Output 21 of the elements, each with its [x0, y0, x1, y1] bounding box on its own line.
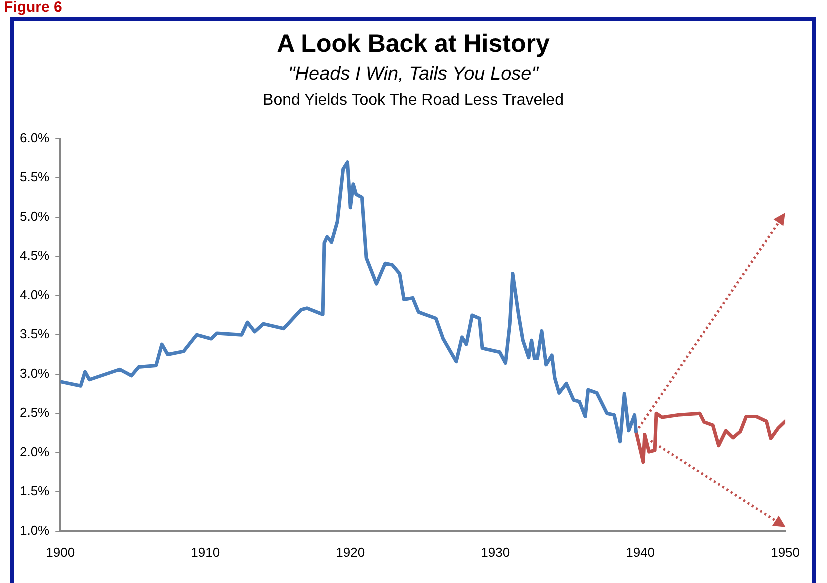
x-tick-label: 1950 — [771, 544, 800, 560]
y-tick-label: 5.0% — [20, 208, 50, 224]
x-tick-label: 1940 — [626, 544, 656, 560]
y-tick-label: 3.0% — [20, 366, 50, 381]
y-tick-label: 5.5% — [20, 170, 50, 185]
y-tick-label: 4.0% — [20, 287, 50, 302]
y-tick-label: 6.0% — [20, 130, 50, 146]
x-tick-label: 1910 — [191, 544, 220, 560]
text: Bond Yields Took The Road Less Traveled — [262, 92, 565, 110]
x-tick-label: 1920 — [336, 544, 366, 560]
x-tick-label: 1930 — [481, 544, 510, 560]
y-tick-label: 1.0% — [20, 522, 50, 538]
y-tick-label: 2.0% — [20, 444, 50, 460]
y-tick-label: 3.5% — [20, 326, 50, 342]
y-tick-label: 2.5% — [20, 405, 50, 420]
caption: Figure 6 — [4, 0, 62, 16]
y-tick-label: 1.5% — [20, 484, 50, 499]
y-tick-label: 4.5% — [20, 248, 50, 264]
chart-subtitle: "Heads I Win, Tails You Lose" — [288, 64, 540, 86]
chart-title: A Look Back at History — [276, 30, 551, 59]
x-tick-label: 1900 — [46, 544, 76, 560]
